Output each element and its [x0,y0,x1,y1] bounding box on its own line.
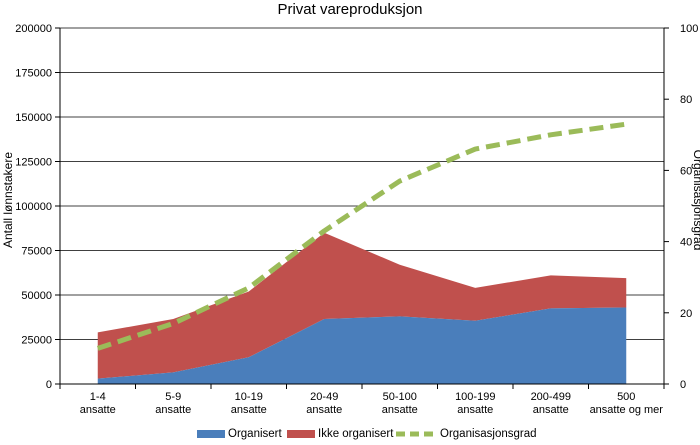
y-tick-label: 75000 [21,246,52,258]
y-tick-label: 25000 [21,335,52,347]
y2-tick-label: 0 [680,379,686,391]
y2-tick-label: 80 [680,94,692,106]
legend-swatch [197,430,225,438]
y-tick-label: 0 [46,379,52,391]
chart-title: Privat vareproduksjon [277,1,423,18]
area-organisert [97,307,627,384]
x-tick-label: 500 ansatte og mer [590,391,664,416]
y-tick-label: 50000 [21,290,52,302]
x-tick-label: 1-4 ansatte [80,391,116,416]
y2-tick-label: 100 [680,23,698,35]
x-tick-label: 200-499 ansatte [531,391,571,416]
left-axis-ticks: 0 25000 50000 75000 100000 125000 150000 175000… [15,23,52,391]
y-tick-label: 125000 [15,157,52,169]
axes [55,27,669,389]
x-tick-label: 50-100 ansatte [382,391,418,416]
y-axis-label: Antall lønnstakere [1,152,15,248]
legend: Organisert Ikke organisert Organisasjonsgr… [197,428,537,440]
legend-label: Ikke organisert [318,428,394,440]
x-tick-label: 20-49 ansatte [306,391,342,416]
y-tick-label: 175000 [15,68,52,80]
y-tick-label: 150000 [15,112,52,124]
line-organisasjonsgrad [96,121,627,351]
y2-tick-label: 40 [680,237,692,249]
y2-axis-label: Organisasjonsgrad [691,150,700,251]
x-tick-label: 5-9 ansatte [155,391,191,416]
legend-label: Organisert [228,428,282,440]
x-axis-ticks: 1-4 ansatte 5-9 ansatte 10-19 ansatte 20-49 ans… [80,391,664,416]
legend-label: Organisasjonsgrad [440,428,537,440]
y-tick-label: 200000 [15,23,52,35]
y2-tick-label: 60 [680,165,692,177]
legend-swatch [287,430,315,438]
area-layer [97,232,627,384]
x-tick-label: 100-199 ansatte [455,391,495,416]
area-ikke-organisert [97,232,627,379]
y2-tick-label: 20 [680,308,692,320]
y-tick-label: 100000 [15,201,52,213]
x-tick-label: 10-19 ansatte [231,391,267,416]
right-axis-ticks: 0 20 40 60 80 100 [680,23,698,391]
line-layer [96,121,627,351]
